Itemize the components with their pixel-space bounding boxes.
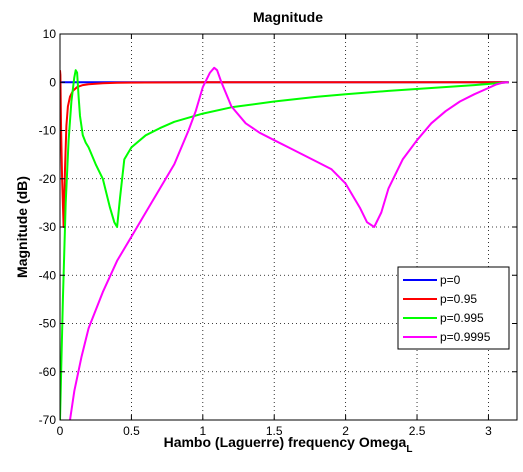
chart-title: Magnitude — [253, 9, 323, 25]
y-tick-label: -60 — [39, 365, 57, 379]
x-tick-label: 1 — [199, 424, 206, 438]
y-tick-label: -10 — [39, 124, 57, 138]
x-tick-label: 2.5 — [409, 424, 426, 438]
y-tick-label: -20 — [39, 172, 57, 186]
y-tick-label: 0 — [49, 75, 56, 89]
y-tick-label: 10 — [43, 27, 57, 41]
y-tick-label: -40 — [39, 268, 57, 282]
series-layer — [60, 66, 509, 420]
x-tick-label: 1.5 — [266, 424, 283, 438]
x-axis-label-subscript: L — [406, 444, 412, 455]
x-axis-label-main: Hambo (Laguerre) frequency Omega — [164, 434, 407, 450]
y-axis-label: Magnitude (dB) — [14, 176, 30, 278]
x-axis-label: Hambo (Laguerre) frequency OmegaL — [164, 434, 413, 455]
tick-labels: 0 0.5 1 1.5 2 2.5 3 -70 -60 -50 -40 -30 -20 -10 0 10 — [39, 27, 492, 438]
legend: p=0 p=0.95 p=0.995 p=0.9995 — [397, 266, 510, 350]
legend-label: p=0.995 — [440, 311, 484, 325]
y-tick-label: -70 — [39, 413, 57, 427]
x-tick-label: 2 — [342, 424, 349, 438]
y-tick-label: -30 — [39, 220, 57, 234]
legend-label: p=0.9995 — [440, 330, 491, 344]
x-tick-label: 0.5 — [123, 424, 140, 438]
legend-label: p=0 — [440, 273, 461, 287]
x-tick-label: 0 — [57, 424, 64, 438]
y-tick-label: -50 — [39, 317, 57, 331]
x-tick-label: 3 — [485, 424, 492, 438]
series-line-p=0.995 — [60, 69, 509, 420]
axis-ticks — [59, 33, 517, 421]
legend-label: p=0.95 — [440, 292, 477, 306]
series-line-p=0.9995 — [69, 66, 509, 420]
